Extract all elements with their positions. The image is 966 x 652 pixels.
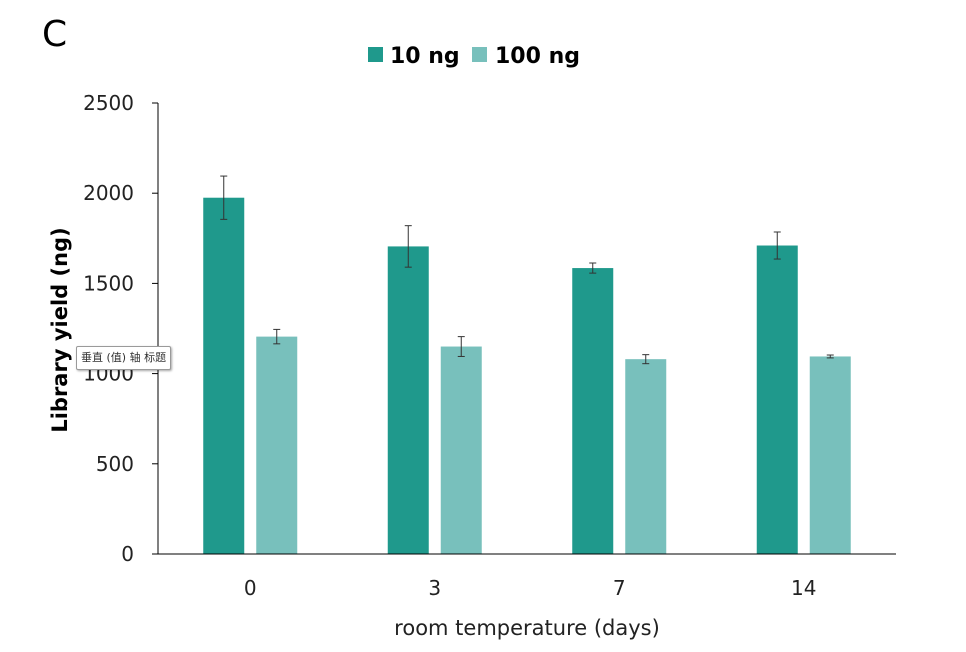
legend: 10 ng 100 ng [368, 44, 580, 69]
bar-10ng-day-14 [756, 245, 798, 555]
error-bar-10ng-day-14 [773, 231, 781, 260]
panel-label: C [42, 14, 67, 55]
x-tick-label: 3 [428, 576, 441, 600]
x-tick-label: 7 [613, 576, 626, 600]
error-bars-group [220, 175, 834, 365]
bar-10ng-day-0 [203, 197, 245, 554]
error-bar-10ng-day-0 [220, 175, 228, 220]
y-tick-label: 500 [96, 452, 134, 476]
bar-100ng-day-7 [625, 359, 667, 554]
y-tick-label: 2500 [83, 91, 134, 115]
error-bar-100ng-day-3 [457, 336, 465, 357]
y-tick-label: 0 [121, 542, 134, 566]
bar-10ng-day-3 [387, 246, 429, 554]
error-bar-100ng-day-0 [273, 328, 281, 345]
bar-100ng-day-14 [809, 356, 851, 554]
bar-10ng-day-7 [572, 268, 614, 554]
legend-label-10ng: 10 ng [390, 44, 460, 69]
x-axis-ticks: 0 3 7 14 [244, 576, 817, 600]
error-bar-10ng-day-7 [589, 262, 597, 274]
y-tick-label: 2000 [83, 181, 134, 205]
legend-label-100ng: 100 ng [495, 44, 580, 69]
bar-100ng-day-3 [440, 346, 482, 554]
legend-swatch-10ng [368, 47, 383, 62]
y-tick-label: 1500 [83, 271, 134, 295]
error-bar-10ng-day-3 [404, 225, 412, 268]
axis-title-tooltip: 垂直 (值) 轴 标题 [76, 346, 172, 370]
x-tick-label: 14 [791, 576, 816, 600]
legend-swatch-100ng [472, 47, 487, 62]
bars-group [203, 197, 851, 555]
x-axis-label: room temperature (days) [394, 616, 660, 640]
y-axis-label: Library yield (ng) [48, 227, 72, 432]
bar-100ng-day-0 [256, 336, 298, 554]
error-bar-100ng-day-14 [826, 354, 834, 359]
error-bar-100ng-day-7 [642, 354, 650, 365]
x-tick-label: 0 [244, 576, 257, 600]
